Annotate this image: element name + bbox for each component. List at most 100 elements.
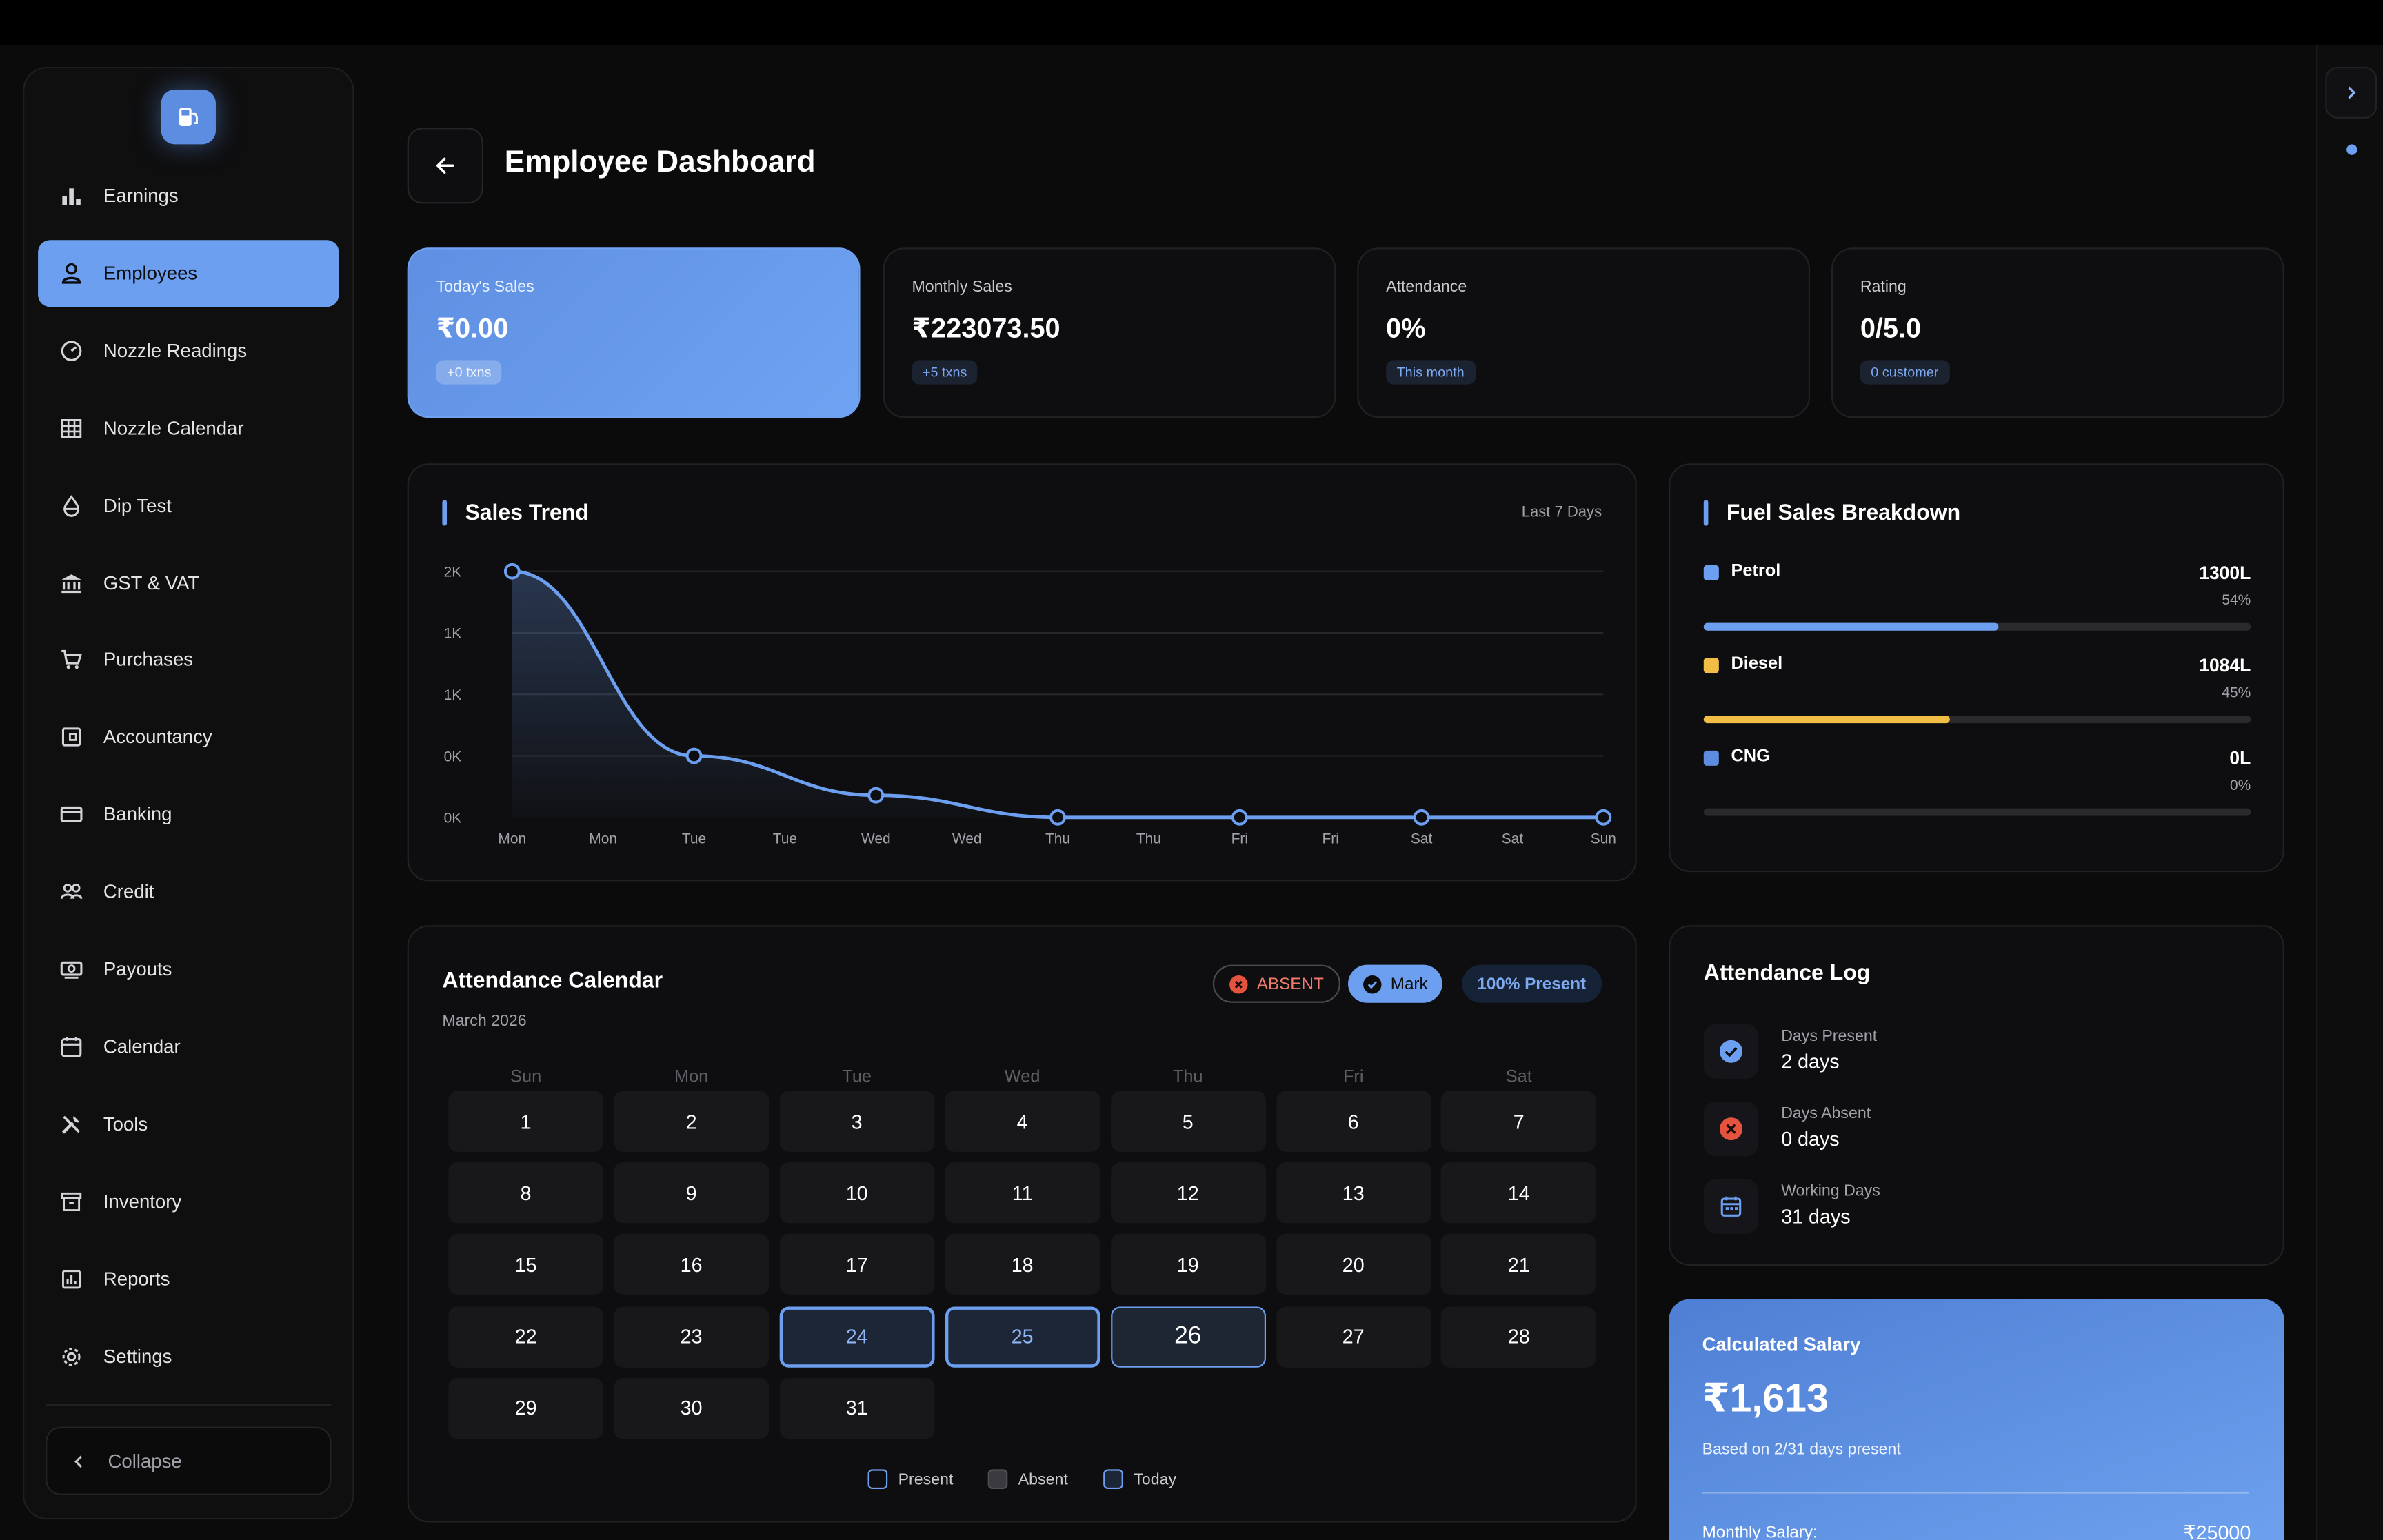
- expand-panel-button[interactable]: [2325, 66, 2377, 119]
- calculated-salary-card: Calculated Salary ₹1,613 Based on 2/31 d…: [1669, 1299, 2284, 1540]
- sidebar-item-dip-test[interactable]: Dip Test: [38, 472, 339, 539]
- data-point: [503, 563, 521, 580]
- log-label: Days Absent: [1781, 1104, 1871, 1123]
- legend-label: Absent: [1018, 1470, 1068, 1488]
- droplet-icon: [58, 492, 86, 519]
- legend-label: Today: [1134, 1470, 1177, 1488]
- absent-label: ABSENT: [1256, 974, 1324, 993]
- calendar-day[interactable]: 16: [614, 1234, 770, 1295]
- sidebar-item-label: Earnings: [103, 185, 179, 207]
- window-top-bar: [0, 0, 2383, 46]
- calendar-day[interactable]: 28: [1441, 1306, 1597, 1367]
- gauge-icon: [58, 337, 86, 365]
- data-point: [1595, 809, 1612, 826]
- sidebar-item-nozzle-readings[interactable]: Nozzle Readings: [38, 317, 339, 384]
- sidebar-item-label: Nozzle Readings: [103, 340, 248, 362]
- calendar-day[interactable]: 30: [614, 1377, 770, 1439]
- calendar-day[interactable]: 27: [1276, 1306, 1431, 1367]
- sidebar-item-banking[interactable]: Banking: [38, 781, 339, 848]
- todays-sales-card: Today's Sales ₹0.00 +0 txns: [407, 247, 861, 418]
- mark-absent-button[interactable]: ABSENT: [1212, 964, 1341, 1003]
- fuel-percent: 0%: [2230, 778, 2251, 795]
- sidebar-item-label: Nozzle Calendar: [103, 417, 244, 439]
- calendar-day[interactable]: 18: [945, 1234, 1100, 1295]
- legend-present: Present: [867, 1469, 953, 1490]
- calendar-day[interactable]: 29: [448, 1377, 604, 1439]
- x-tick-label: Thu: [1136, 831, 1161, 847]
- stat-label: Today's Sales: [436, 278, 534, 296]
- salary-amount: ₹1,613: [1702, 1375, 1829, 1421]
- weekday-header: Sun: [510, 1068, 542, 1086]
- fuel-progress-track: [1703, 716, 2251, 724]
- fuel-progress-track: [1703, 808, 2251, 816]
- sidebar-item-reports[interactable]: Reports: [38, 1245, 339, 1312]
- sidebar-item-nozzle-calendar[interactable]: Nozzle Calendar: [38, 394, 339, 461]
- calendar-day[interactable]: 8: [448, 1162, 604, 1224]
- sales-trend-panel: 2K 1K 1K 0K 0K Mon Mon Tue Tue Wed Wed Thu Thu Fri Fri…: [407, 463, 1637, 882]
- sales-trend-range: Last 7 Days: [1521, 504, 1602, 522]
- fuel-name: CNG: [1731, 747, 1770, 766]
- legend-swatch-absent: [987, 1469, 1008, 1490]
- attendance-calendar-panel: Attendance Calendar March 2026 ABSENT Ma…: [407, 925, 1637, 1523]
- fuel-name: Diesel: [1731, 654, 1783, 673]
- x-tick-label: Wed: [952, 831, 982, 847]
- sidebar-item-earnings[interactable]: Earnings: [38, 163, 339, 230]
- page-title: Employee Dashboard: [504, 145, 816, 180]
- calendar-day[interactable]: 14: [1441, 1162, 1597, 1224]
- sidebar-item-gst-vat[interactable]: GST & VAT: [38, 549, 339, 616]
- sidebar-item-calendar[interactable]: Calendar: [38, 1013, 339, 1080]
- x-tick-label: Tue: [773, 831, 797, 847]
- fuel-amount: 0L: [2229, 747, 2251, 769]
- legend-swatch-today: [1103, 1469, 1123, 1490]
- calendar-day[interactable]: 5: [1110, 1091, 1266, 1152]
- collapse-button[interactable]: Collapse: [46, 1426, 332, 1495]
- calendar-day[interactable]: 17: [779, 1234, 935, 1295]
- sidebar-item-credit[interactable]: Credit: [38, 859, 339, 926]
- calendar-day[interactable]: 7: [1441, 1091, 1597, 1152]
- bank-icon: [58, 569, 86, 596]
- monthly-salary-label: Monthly Salary:: [1702, 1523, 1818, 1540]
- sidebar-item-tools[interactable]: Tools: [38, 1091, 339, 1157]
- calendar-day[interactable]: 31: [779, 1377, 935, 1439]
- y-tick-label: 0K: [444, 811, 462, 827]
- calendar-day[interactable]: 12: [1110, 1162, 1266, 1224]
- sidebar-item-payouts[interactable]: Payouts: [38, 936, 339, 1003]
- fuel-amount: 1300L: [2199, 562, 2251, 584]
- calendar-day[interactable]: 2: [614, 1091, 770, 1152]
- mark-present-button[interactable]: Mark: [1348, 964, 1443, 1003]
- x-circle-icon: [1703, 1101, 1759, 1157]
- monthly-salary-value: ₹25000: [2183, 1521, 2251, 1540]
- sidebar-item-purchases[interactable]: Purchases: [38, 627, 339, 693]
- calendar-day-today[interactable]: 26: [1110, 1306, 1266, 1367]
- sidebar-item-accountancy[interactable]: Accountancy: [38, 704, 339, 771]
- back-button[interactable]: [407, 128, 483, 204]
- calendar-day[interactable]: 19: [1110, 1234, 1266, 1295]
- calendar-day[interactable]: 4: [945, 1091, 1100, 1152]
- calendar-day[interactable]: 24: [779, 1306, 935, 1367]
- chevron-left-icon: [74, 1455, 83, 1468]
- calendar-day[interactable]: 21: [1441, 1234, 1597, 1295]
- sidebar-item-inventory[interactable]: Inventory: [38, 1168, 339, 1235]
- calendar-day[interactable]: 13: [1276, 1162, 1431, 1224]
- chevron-right-icon: [2348, 86, 2356, 99]
- calendar-day[interactable]: 6: [1276, 1091, 1431, 1152]
- calendar-day[interactable]: 10: [779, 1162, 935, 1224]
- fuel-breakdown-title: Fuel Sales Breakdown: [1726, 501, 1961, 526]
- fuel-station-logo-icon[interactable]: [161, 90, 216, 145]
- calendar-day[interactable]: 22: [448, 1306, 604, 1367]
- calendar-day[interactable]: 15: [448, 1234, 604, 1295]
- sidebar-item-label: Employees: [103, 263, 198, 284]
- calendar-day[interactable]: 3: [779, 1091, 935, 1152]
- sidebar-item-label: Inventory: [103, 1191, 182, 1213]
- sidebar-item-settings[interactable]: Settings: [38, 1323, 339, 1390]
- x-tick-label: Sun: [1591, 831, 1616, 847]
- x-tick-label: Sat: [1411, 831, 1433, 847]
- calendar-day[interactable]: 1: [448, 1091, 604, 1152]
- calendar-day[interactable]: 11: [945, 1162, 1100, 1224]
- calendar-day[interactable]: 25: [945, 1306, 1100, 1367]
- calendar-day[interactable]: 23: [614, 1306, 770, 1367]
- sidebar-item-employees[interactable]: Employees: [38, 240, 339, 307]
- calendar-day[interactable]: 20: [1276, 1234, 1431, 1295]
- calendar-day[interactable]: 9: [614, 1162, 770, 1224]
